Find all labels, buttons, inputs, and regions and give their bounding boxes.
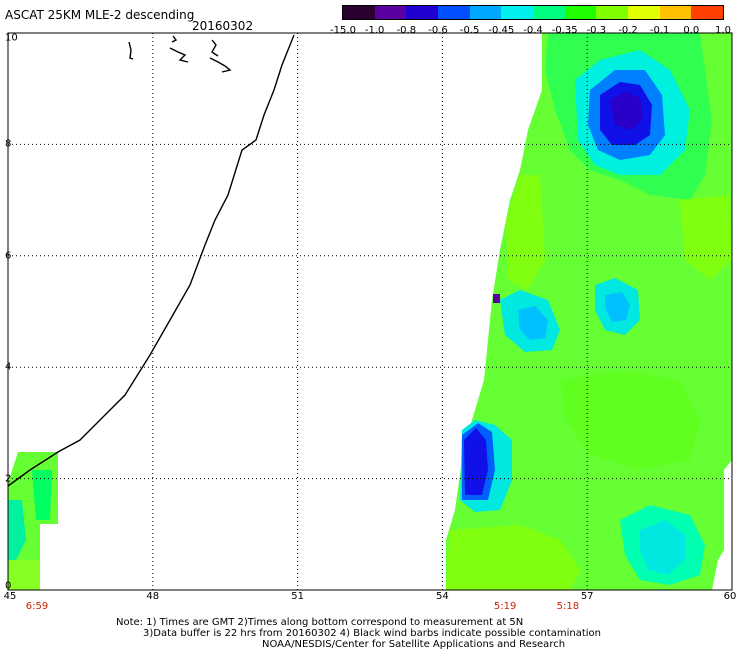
colorbar-label: -0.1	[649, 25, 670, 36]
colorbar-label: -0.5	[459, 25, 480, 36]
x-tick-label: 48	[146, 591, 160, 602]
x-tick-label: 45	[3, 591, 17, 602]
colorbar-label: -0.6	[428, 25, 448, 36]
y-tick-label: 2	[5, 473, 12, 485]
colorbar-label: -0.8	[396, 25, 417, 36]
colorbar-label: 1.0	[715, 25, 731, 36]
time-label: 5:19	[493, 601, 517, 612]
y-tick-label: 10	[5, 32, 18, 44]
colorbar-label: -0.45	[488, 25, 515, 36]
colorbar-segment	[628, 6, 660, 19]
colorbar-segment	[406, 6, 439, 19]
colorbar-label: -0.35	[551, 25, 578, 36]
colorbar-segment	[374, 6, 407, 19]
graticule	[8, 33, 732, 590]
note-line-2: 3)Data buffer is 22 hrs from 20160302 4)…	[143, 628, 601, 639]
time-label: 5:18	[556, 601, 580, 612]
colorbar-label: -0.3	[586, 25, 607, 36]
island-outlines	[128, 35, 232, 73]
y-tick-label: 4	[5, 361, 12, 373]
y-tick-label: 0	[5, 580, 12, 592]
colorbar-label: -1.0	[364, 25, 385, 36]
plot-frame	[7, 32, 733, 591]
x-tick-label: 54	[436, 591, 449, 602]
colorbar-segment	[659, 6, 692, 19]
wind-swath-east	[446, 33, 732, 590]
colorbar-label: -0.4	[523, 25, 543, 36]
y-tick-label: 6	[5, 250, 12, 262]
x-tick-label: 51	[291, 591, 304, 602]
colorbar-segment	[438, 6, 470, 19]
colorbar-segment	[596, 6, 629, 19]
y-tick-label: 8	[5, 138, 12, 150]
colorbar-segment	[343, 6, 375, 19]
colorbar-label: -0.2	[618, 25, 638, 36]
colorbar-segment	[469, 6, 502, 19]
x-tick-label: 60	[723, 591, 737, 602]
time-label: 6:59	[25, 601, 49, 612]
colorbar-segment	[564, 6, 597, 19]
note-line-3: NOAA/NESDIS/Center for Satellite Applica…	[262, 639, 566, 650]
colorbar-segment	[691, 6, 724, 19]
coastline	[7, 34, 295, 487]
note-line-1: Note: 1) Times are GMT 2)Times along bot…	[116, 617, 524, 628]
colorbar-label: 0.0	[683, 25, 700, 36]
colorbar	[342, 5, 724, 20]
map-date: 20160302	[192, 19, 254, 33]
x-tick-label: 57	[580, 591, 594, 602]
colorbar-segment	[533, 6, 565, 19]
wind-swath-west	[8, 452, 58, 590]
map-title: ASCAT 25KM MLE-2 descending	[5, 8, 195, 22]
colorbar-label: -15.0	[330, 25, 356, 36]
colorbar-segment	[501, 6, 534, 19]
